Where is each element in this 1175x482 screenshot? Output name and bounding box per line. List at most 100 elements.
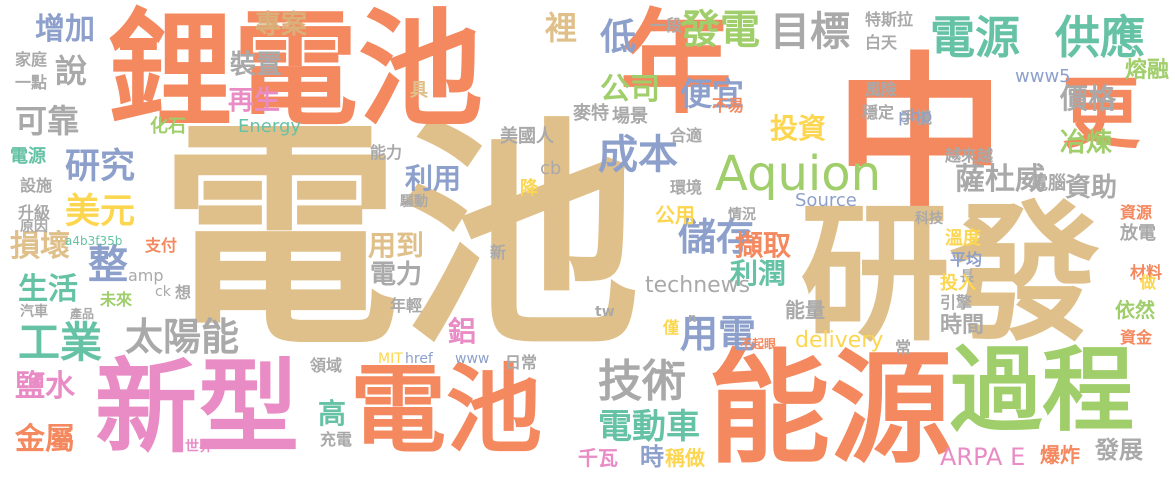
word-83: php — [898, 106, 933, 127]
word-0: 電池 — [160, 98, 641, 378]
word-30: 便宜 — [680, 75, 745, 113]
word-50: 高 — [318, 397, 347, 430]
word-3: 研發 — [800, 188, 1101, 362]
word-94: 家庭 — [15, 50, 48, 69]
word-40: 資助 — [1065, 173, 1118, 203]
word-118: 驅動 — [400, 194, 428, 210]
word-127: n — [688, 311, 697, 325]
word-8: 過程 — [950, 337, 1135, 444]
word-116: 世界 — [185, 439, 213, 455]
word-54: 發展 — [1095, 436, 1143, 464]
word-73: 環境 — [670, 178, 703, 197]
word-98: 升級 — [18, 203, 51, 222]
word-24: 研究 — [65, 147, 136, 187]
word-81: 不易 — [712, 96, 745, 115]
word-78: 場景 — [612, 106, 648, 127]
word-65: 溫度 — [945, 228, 981, 249]
word-113: 日常 — [505, 353, 538, 372]
word-84: 穩定 — [862, 103, 895, 122]
word-47: 損壞 — [10, 229, 70, 264]
word-60: 能量 — [785, 298, 825, 322]
word-120: 做 — [1140, 273, 1157, 292]
word-56: 千瓦 — [578, 446, 618, 470]
word-80: 合適 — [670, 126, 703, 145]
word-5: 能源 — [708, 338, 952, 480]
word-4: 鋰電池 — [108, 0, 483, 143]
word-106: 年輕 — [390, 296, 423, 315]
word-42: 擷取 — [735, 229, 792, 262]
word-111: href — [405, 351, 433, 367]
word-92: 能力 — [370, 143, 403, 162]
word-12: 電源 — [930, 11, 1021, 64]
word-44: 用到 — [368, 229, 425, 262]
word-32: 低 — [600, 17, 637, 58]
word-110: MIT — [378, 351, 403, 367]
word-41: 利用 — [405, 162, 462, 195]
word-36: 投資 — [770, 112, 827, 145]
word-43: 利潤 — [730, 257, 787, 290]
word-19: 儲存 — [678, 215, 755, 259]
word-85: 風險 — [865, 80, 898, 99]
word-11: 技術 — [598, 356, 686, 407]
word-39: 冶煉 — [1060, 128, 1113, 158]
word-59: delivery — [795, 328, 884, 353]
word-1: 中 — [835, 38, 1006, 236]
word-79: 麥特 — [573, 103, 609, 124]
word-124: 不起眼 — [740, 337, 777, 351]
word-16: 目標 — [770, 9, 850, 55]
word-82: 手機 — [900, 108, 933, 127]
word-25: 整 — [88, 242, 128, 288]
word-95: 一點 — [15, 73, 48, 92]
word-100: a4b3f35b — [65, 234, 123, 248]
word-72: 情況 — [728, 207, 756, 223]
word-86: 特斯拉 — [865, 10, 914, 29]
word-112: www — [455, 351, 490, 367]
word-57: 稱做 — [665, 446, 705, 470]
word-9: 更 — [1049, 72, 1139, 150]
word-21: 用電 — [680, 312, 757, 356]
word-99: 原因 — [20, 219, 48, 235]
word-29: 可靠 — [15, 102, 80, 140]
word-17: 發電 — [680, 7, 760, 53]
word-93: 具 — [410, 80, 428, 101]
word-62: 依然 — [1115, 298, 1155, 322]
word-27: 增加 — [35, 12, 95, 47]
word-71: Source — [795, 190, 857, 211]
word-70: 越來越 — [945, 146, 994, 165]
word-119: 長 — [960, 269, 974, 285]
word-68: 電腦 — [1030, 173, 1066, 194]
word-115: 充電 — [320, 430, 353, 449]
word-58: 爆炸 — [1040, 443, 1080, 467]
word-14: 工業 — [18, 318, 103, 367]
word-114: tw — [595, 304, 615, 320]
word-48: 鹽水 — [15, 369, 75, 404]
word-87: 白天 — [865, 33, 898, 52]
word-31: 公司 — [600, 72, 660, 107]
word-88: 一段 — [650, 16, 683, 35]
word-18: 成本 — [598, 132, 678, 178]
word-26: 說 — [55, 52, 88, 90]
word-90: Energy — [238, 116, 302, 137]
word-23: 美元 — [65, 192, 136, 232]
word-76: 降 — [520, 178, 538, 199]
word-102: amp — [128, 266, 164, 285]
word-122: 引擎 — [940, 293, 973, 312]
word-107: 汽車 — [20, 304, 48, 320]
word-46: 生活 — [18, 272, 78, 307]
word-38: 熔融 — [1125, 58, 1170, 83]
word-69: 資源 — [1120, 203, 1153, 222]
word-121: 投入 — [940, 273, 976, 294]
word-37: 價格 — [1060, 82, 1117, 115]
word-123: 資金 — [1120, 328, 1153, 347]
word-105: 想 — [175, 283, 192, 302]
word-75: cb — [540, 158, 562, 179]
word-64: 放電 — [1120, 223, 1156, 244]
word-13: 供應 — [1055, 11, 1146, 64]
word-51: 鋁 — [448, 315, 477, 348]
word-89: www5 — [1015, 66, 1071, 87]
word-45: 電力 — [370, 260, 423, 290]
word-63: 材料 — [1130, 263, 1163, 282]
word-55: 時 — [640, 443, 664, 471]
word-53: ARPA E — [940, 443, 1026, 471]
